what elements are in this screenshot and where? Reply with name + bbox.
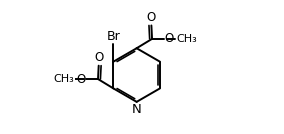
Text: O: O xyxy=(165,32,174,45)
Text: O: O xyxy=(94,51,103,64)
Text: CH₃: CH₃ xyxy=(53,74,74,84)
Text: O: O xyxy=(147,11,156,24)
Text: Br: Br xyxy=(106,30,120,43)
Text: CH₃: CH₃ xyxy=(176,34,197,44)
Text: O: O xyxy=(76,72,85,86)
Text: N: N xyxy=(132,103,141,116)
